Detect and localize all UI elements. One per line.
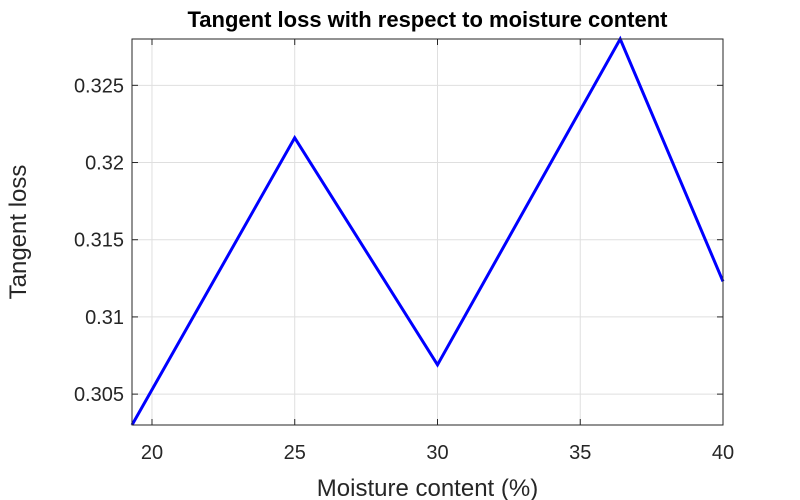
x-tick-label: 20 [141, 442, 163, 464]
x-tick-label: 30 [426, 442, 448, 464]
y-tick-label: 0.32 [85, 153, 124, 175]
series-group [130, 35, 725, 426]
y-tick-label: 0.315 [74, 230, 124, 252]
y-tick-label: 0.325 [74, 75, 124, 97]
x-tick-label: 25 [284, 442, 306, 464]
plot-area [132, 39, 723, 425]
x-tick-label: 35 [569, 442, 591, 464]
chart-title: Tangent loss with respect to moisture co… [188, 7, 669, 32]
grid-lines [132, 39, 724, 425]
y-axis-label: Tangent loss [5, 165, 32, 300]
x-tick-label: 40 [712, 442, 734, 464]
x-axis-label: Moisture content (%) [317, 475, 538, 500]
y-tick-labels: 0.305 0.31 0.315 0.32 0.325 [74, 75, 124, 406]
plot-frame [131, 38, 724, 426]
x-tick-labels: 20 25 30 35 40 [141, 442, 734, 464]
series-line [130, 35, 725, 426]
tick-marks [132, 39, 724, 425]
y-tick-label: 0.31 [85, 307, 124, 329]
y-tick-label: 0.305 [74, 384, 124, 406]
